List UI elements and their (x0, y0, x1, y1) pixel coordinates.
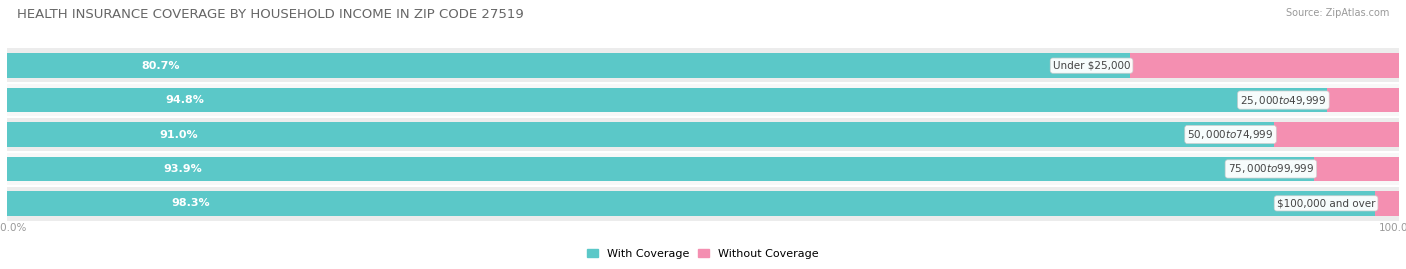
Bar (1327, 88, 1399, 112)
Bar (7, 122, 1274, 147)
Bar (1130, 53, 1399, 78)
Text: $25,000 to $49,999: $25,000 to $49,999 (1240, 94, 1327, 107)
Text: HEALTH INSURANCE COVERAGE BY HOUSEHOLD INCOME IN ZIP CODE 27519: HEALTH INSURANCE COVERAGE BY HOUSEHOLD I… (17, 8, 523, 21)
Text: 80.7%: 80.7% (142, 61, 180, 71)
Bar (7, 117, 1399, 152)
Text: 91.0%: 91.0% (159, 129, 198, 140)
Bar (7, 88, 1327, 112)
Bar (1375, 191, 1399, 216)
Bar (7, 53, 1130, 78)
Bar (7, 191, 1375, 216)
Bar (7, 186, 1399, 221)
Text: $75,000 to $99,999: $75,000 to $99,999 (1227, 162, 1315, 175)
Bar (7, 83, 1399, 117)
Bar (1274, 122, 1399, 147)
Bar (7, 152, 1399, 186)
Text: Source: ZipAtlas.com: Source: ZipAtlas.com (1285, 8, 1389, 18)
Bar (7, 157, 1315, 181)
Text: $100,000 and over: $100,000 and over (1277, 198, 1375, 208)
Text: 93.9%: 93.9% (165, 164, 202, 174)
Text: $50,000 to $74,999: $50,000 to $74,999 (1188, 128, 1274, 141)
Bar (7, 48, 1399, 83)
Bar (1315, 157, 1399, 181)
Legend: With Coverage, Without Coverage: With Coverage, Without Coverage (582, 244, 824, 263)
Text: Under $25,000: Under $25,000 (1053, 61, 1130, 71)
Text: 98.3%: 98.3% (172, 198, 209, 208)
Text: 94.8%: 94.8% (166, 95, 204, 105)
